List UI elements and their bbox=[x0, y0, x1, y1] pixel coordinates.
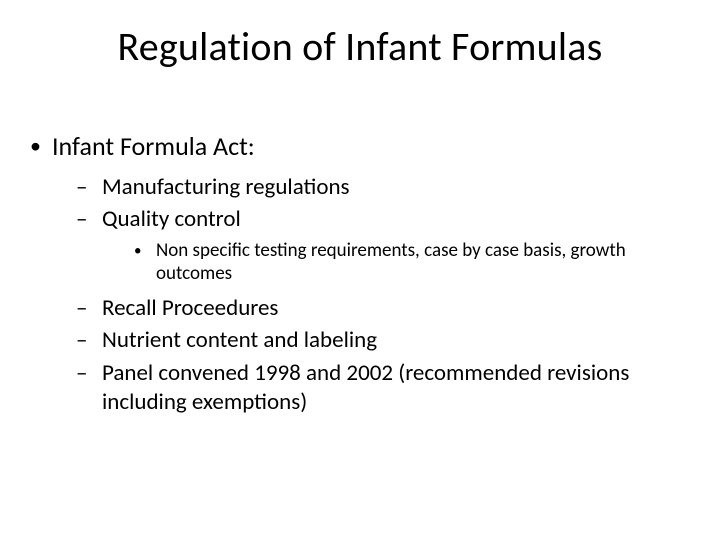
bullet-text: Infant Formula Act: bbox=[52, 130, 255, 162]
bullet-list-lvl3: Non specific testing requirements, case … bbox=[102, 240, 692, 286]
bullet-text: Quality control bbox=[102, 205, 241, 233]
list-item: Panel convened 1998 and 2002 (recommende… bbox=[58, 359, 692, 417]
list-item: Quality control Non specific testing req… bbox=[58, 205, 692, 285]
slide-title: Regulation of Infant Formulas bbox=[0, 22, 720, 71]
list-item: Recall Proceedures bbox=[58, 294, 692, 323]
list-item: Nutrient content and labeling bbox=[58, 326, 692, 355]
slide-body: Infant Formula Act: Manufacturing regula… bbox=[24, 130, 692, 425]
bullet-list-lvl1: Infant Formula Act: Manufacturing regula… bbox=[24, 130, 692, 417]
bullet-text: Non specific testing requirements, case … bbox=[156, 239, 626, 285]
list-item: Non specific testing requirements, case … bbox=[108, 240, 692, 286]
bullet-list-lvl2: Manufacturing regulations Quality contro… bbox=[52, 173, 692, 417]
bullet-text: Recall Proceedures bbox=[102, 294, 278, 322]
list-item: Infant Formula Act: Manufacturing regula… bbox=[24, 130, 692, 417]
slide: Regulation of Infant Formulas Infant For… bbox=[0, 0, 720, 540]
bullet-text: Nutrient content and labeling bbox=[102, 326, 377, 354]
bullet-text: Panel convened 1998 and 2002 (recommende… bbox=[102, 359, 629, 416]
bullet-text: Manufacturing regulations bbox=[102, 173, 350, 201]
list-item: Manufacturing regulations bbox=[58, 173, 692, 202]
